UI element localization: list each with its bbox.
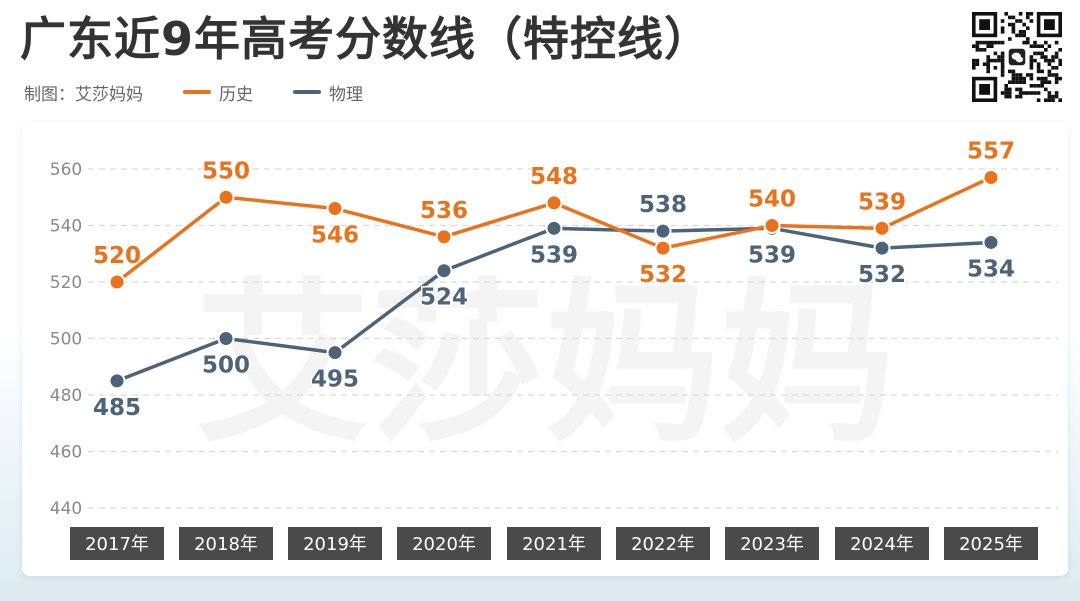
legend-history: 历史	[183, 80, 253, 105]
point-physics-7	[873, 239, 891, 257]
data-label-physics-1: 500	[202, 353, 250, 379]
x-tick-label-2: 2019年	[303, 534, 367, 555]
point-history-0	[108, 273, 126, 291]
data-label-physics-7: 532	[858, 262, 906, 288]
x-tick-box-4	[507, 527, 601, 560]
x-tick-label-6: 2023年	[740, 534, 804, 555]
x-tick-label-5: 2022年	[631, 534, 695, 555]
point-physics-8	[982, 233, 1000, 251]
x-tick-box-1	[179, 527, 273, 560]
data-label-history-8: 557	[967, 138, 1015, 164]
x-tick-label-1: 2018年	[194, 534, 258, 555]
data-label-history-3: 536	[420, 198, 468, 224]
x-tick-box-6	[725, 527, 819, 560]
x-tick-box-5	[616, 527, 710, 560]
chart-card: 艾莎妈妈 440 460 480 500 520 540 560 2017年 2018年 2019年…	[22, 122, 1068, 576]
point-history-7	[873, 219, 891, 237]
point-physics-4	[545, 219, 563, 237]
x-tick-label-4: 2021年	[522, 534, 586, 555]
x-tick-box-8	[944, 527, 1038, 560]
data-label-history-6: 540	[748, 187, 796, 213]
x-tick-label-8: 2025年	[959, 534, 1023, 555]
y-tick-label-560: 560	[50, 160, 82, 180]
data-label-physics-4: 539	[530, 242, 578, 268]
data-label-physics-8: 534	[967, 256, 1015, 282]
y-tick-label-540: 540	[50, 217, 82, 237]
point-history-1	[217, 188, 235, 206]
x-tick-box-0	[70, 527, 164, 560]
x-tick-box-2	[288, 527, 382, 560]
data-label-physics-6: 539	[748, 242, 796, 268]
x-tick-box-7	[835, 527, 929, 560]
point-physics-3	[435, 262, 453, 280]
point-history-6	[763, 217, 781, 234]
data-label-history-0: 520	[93, 243, 141, 269]
point-history-4	[545, 194, 563, 212]
line-chart: 艾莎妈妈 440 460 480 500 520 540 560 2017年 2018年 2019年…	[50, 137, 1058, 560]
legend-physics: 物理	[293, 80, 363, 105]
y-tick-label-440: 440	[50, 499, 82, 519]
data-label-physics-5: 538	[639, 192, 687, 218]
x-tick-label-7: 2024年	[850, 534, 914, 555]
point-physics-0	[108, 372, 126, 390]
data-label-physics-0: 485	[93, 395, 141, 421]
subtitle-row: 制图：艾莎妈妈 历史 物理	[24, 80, 363, 105]
legend-history-swatch	[183, 90, 211, 94]
chart-credit: 制图：艾莎妈妈	[24, 84, 143, 105]
x-tick-label-3: 2020年	[412, 534, 476, 555]
data-label-history-2: 546	[311, 223, 359, 249]
legend-physics-swatch	[293, 90, 321, 94]
point-history-5	[654, 239, 672, 257]
point-history-3	[435, 228, 453, 246]
chart-watermark: 艾莎妈妈	[195, 264, 895, 467]
y-tick-label-480: 480	[50, 386, 82, 406]
qr-code-graphic	[972, 12, 1062, 102]
data-label-physics-2: 495	[311, 367, 359, 393]
x-tick-box-3	[397, 527, 491, 560]
point-history-2	[326, 200, 344, 218]
y-tick-label-520: 520	[50, 273, 82, 293]
data-label-physics-3: 524	[420, 285, 468, 311]
point-physics-5	[654, 222, 672, 240]
point-physics-2	[326, 344, 344, 362]
point-history-8	[982, 168, 1000, 186]
y-tick-label-500: 500	[50, 330, 82, 350]
data-label-history-5: 532	[639, 262, 687, 288]
x-tick-label-0: 2017年	[85, 534, 149, 555]
qr-code-icon	[972, 12, 1062, 102]
data-label-history-4: 548	[530, 164, 578, 190]
legend-physics-label: 物理	[329, 84, 363, 105]
y-tick-label-460: 460	[50, 443, 82, 463]
chart-title: 广东近9年高考分数线（特控线）	[20, 12, 712, 66]
data-label-history-1: 550	[202, 158, 250, 184]
point-physics-1	[217, 330, 235, 347]
data-label-history-7: 539	[858, 189, 906, 215]
legend-history-label: 历史	[219, 84, 253, 105]
